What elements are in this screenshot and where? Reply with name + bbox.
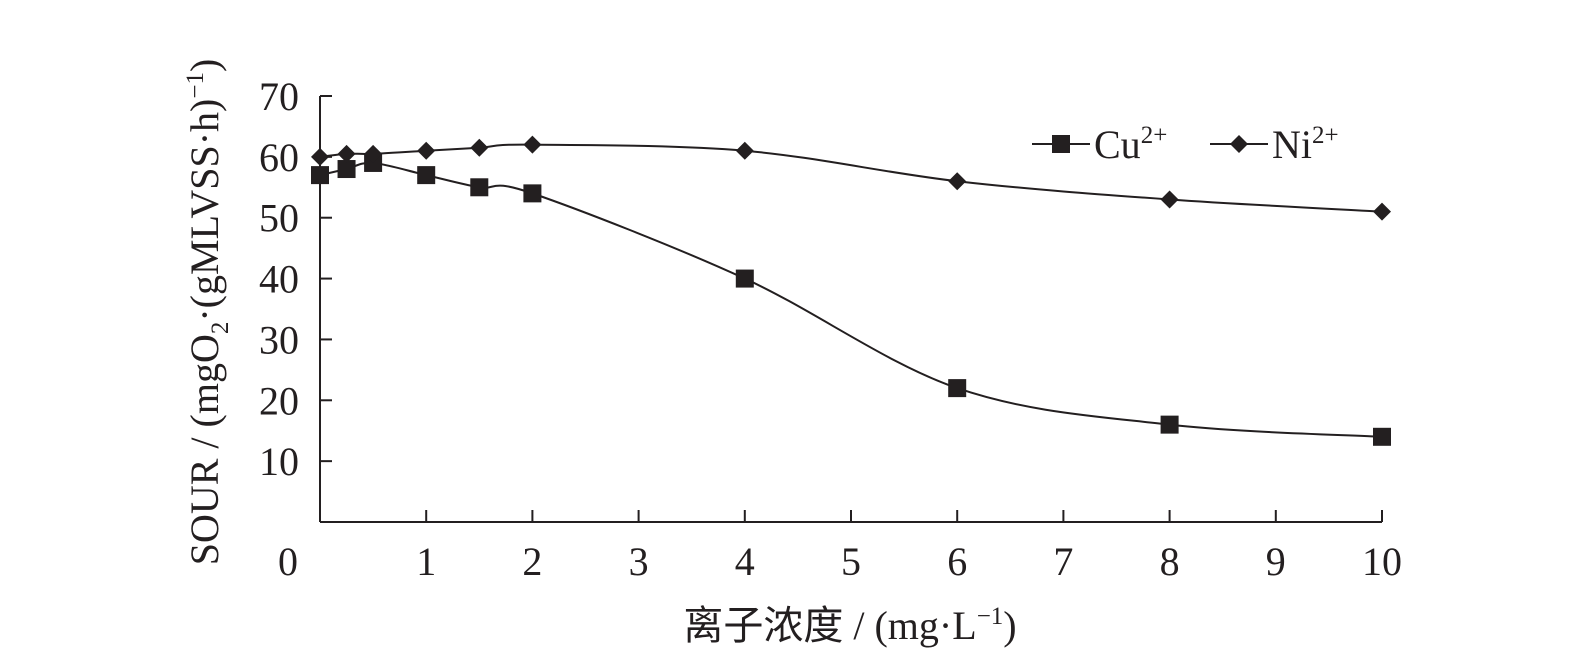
x-tick-label: 1	[416, 539, 436, 584]
x-tick-label: 9	[1266, 539, 1286, 584]
legend-item-cu: Cu2+	[1032, 122, 1167, 167]
legend-marker-cu	[1052, 135, 1070, 153]
x-ticks: 0 1 2 3 4 5 6 7 8 9 10	[278, 510, 1402, 584]
axes	[319, 96, 1382, 523]
legend: Cu2+ Ni2+	[1032, 122, 1339, 167]
data-point-ni	[523, 135, 542, 154]
data-point-cu	[948, 379, 967, 398]
y-tick-label: 20	[259, 378, 299, 423]
data-point-cu	[417, 166, 436, 185]
x-tick-label: 8	[1160, 539, 1180, 584]
data-point-ni	[311, 147, 329, 166]
legend-item-ni: Ni2+	[1210, 122, 1339, 167]
data-point-cu	[523, 184, 542, 203]
series-markers	[311, 135, 1391, 446]
x-tick-label: 0	[278, 539, 298, 584]
data-point-cu	[470, 178, 489, 197]
y-tick-label: 10	[259, 439, 299, 484]
legend-marker-ni	[1230, 135, 1248, 153]
data-point-cu	[364, 153, 383, 172]
legend-label-ni: Ni2+	[1272, 122, 1339, 167]
x-tick-label: 7	[1053, 539, 1073, 584]
data-point-ni	[337, 144, 356, 163]
x-tick-label: 6	[947, 539, 967, 584]
y-tick-label: 70	[259, 74, 299, 119]
data-point-ni	[417, 141, 436, 160]
x-tick-label: 5	[841, 539, 861, 584]
data-point-ni	[470, 138, 489, 157]
data-point-ni	[948, 172, 967, 191]
y-axis-title: SOUR / (mgO2·(gMLVSS·h)−1)	[182, 59, 234, 566]
series-line-cu	[319, 161, 1383, 438]
y-tick-label: 30	[259, 317, 299, 362]
data-point-ni	[1160, 190, 1179, 209]
y-tick-label: 40	[259, 257, 299, 302]
data-point-cu	[311, 166, 329, 185]
x-tick-label: 3	[629, 539, 649, 584]
data-point-cu	[337, 160, 356, 179]
y-ticks: 10 20 30 40 50 60 70	[259, 74, 332, 484]
y-tick-label: 50	[259, 196, 299, 241]
x-tick-label: 2	[522, 539, 542, 584]
data-point-ni	[1373, 202, 1391, 221]
y-tick-label: 60	[259, 135, 299, 180]
data-point-cu	[1373, 427, 1391, 446]
data-point-cu	[735, 269, 754, 288]
legend-label-cu: Cu2+	[1094, 122, 1167, 167]
data-point-cu	[1160, 415, 1179, 434]
x-tick-label: 4	[735, 539, 755, 584]
data-point-ni	[735, 141, 754, 160]
x-axis-title: 离子浓度 / (mg·L−1)	[683, 603, 1016, 648]
data-point-ni	[364, 144, 383, 163]
x-tick-label: 10	[1362, 539, 1402, 584]
